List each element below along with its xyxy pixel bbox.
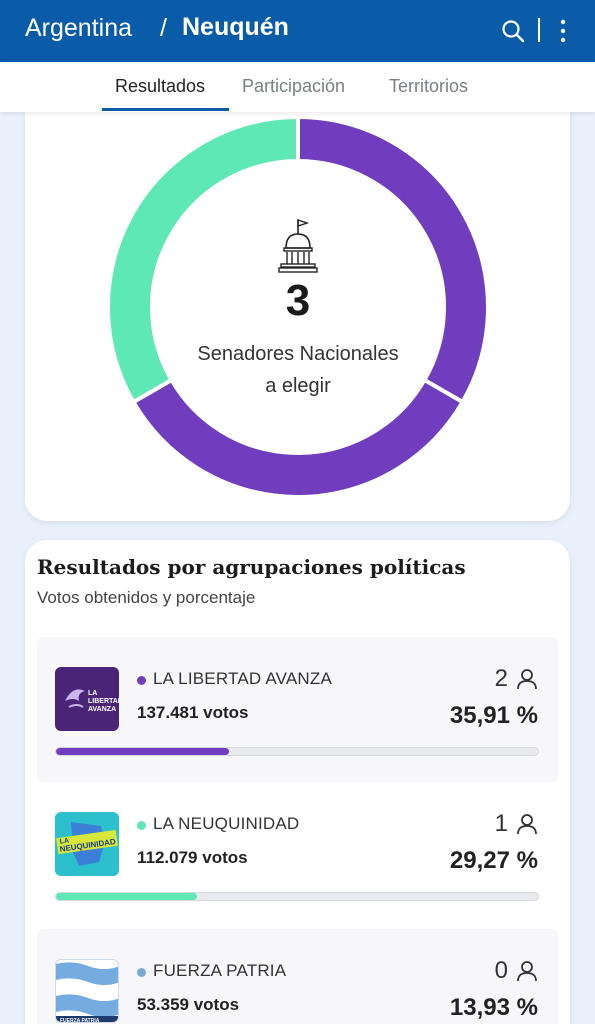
more-options-icon[interactable] <box>556 18 570 44</box>
svg-text:AVANZA: AVANZA <box>88 706 116 713</box>
party-votes: 137.481 votos <box>137 703 249 722</box>
svg-text:LIBERTAD: LIBERTAD <box>88 698 119 705</box>
party-seats: 2 <box>494 665 508 692</box>
party-color-dot <box>137 821 146 830</box>
party-color-dot <box>137 676 146 685</box>
vote-share-bar <box>55 747 539 756</box>
svg-text:LA: LA <box>88 690 97 697</box>
tab-participacion[interactable]: Participación <box>242 76 346 96</box>
breadcrumb-separator: / <box>160 14 167 42</box>
party-row-la-neuquinidad[interactable]: LA NEUQUINIDAD LA NEUQUINIDAD 112.079 vo… <box>37 782 558 927</box>
svg-text:FUERZA PATRIA: FUERZA PATRIA <box>60 1018 100 1023</box>
person-icon <box>517 961 537 982</box>
seats-label-line1: Senadores Nacionales <box>197 343 399 365</box>
vote-share-fill <box>56 748 230 755</box>
party-row-la-libertad-avanza[interactable]: LA LIBERTAD AVANZA LA LIBERTAD AVANZA 13… <box>37 637 558 782</box>
tab-resultados[interactable]: Resultados <box>115 76 206 96</box>
donut-segment-2 <box>106 114 300 405</box>
donut-center: 3 Senadores Nacionales a elegir <box>105 114 491 500</box>
breadcrumb-province: Neuquén <box>182 13 289 41</box>
app-header: Argentina / Neuquén <box>0 0 595 62</box>
svg-text:LA: LA <box>59 838 69 846</box>
party-name: LA NEUQUINIDAD <box>153 814 300 833</box>
seats-summary-card: 3 Senadores Nacionales a elegir <box>25 80 570 521</box>
party-row-fuerza-patria[interactable]: FUERZA PATRIA FUERZA PATRIA 53.359 votos… <box>37 929 558 1024</box>
party-logo-la-libertad-avanza: LA LIBERTAD AVANZA <box>55 667 119 731</box>
party-name: FUERZA PATRIA <box>153 961 287 980</box>
person-icon <box>517 814 537 835</box>
party-percentage: 29,27 % <box>449 847 538 874</box>
vote-share-fill <box>56 893 198 900</box>
party-votes: 53.359 votos <box>137 995 240 1014</box>
tab-territorios[interactable]: Territorios <box>389 76 469 96</box>
party-logo-la-neuquinidad: LA NEUQUINIDAD <box>55 812 119 876</box>
results-subtitle: Votos obtenidos y porcentaje <box>37 588 256 607</box>
party-percentage: 13,93 % <box>449 994 538 1021</box>
seats-donut-chart <box>106 114 490 499</box>
results-title: Resultados por agrupaciones políticas <box>37 555 466 579</box>
capitol-icon <box>278 219 318 273</box>
party-percentage: 35,91 % <box>449 702 538 729</box>
party-logo-fuerza-patria: FUERZA PATRIA <box>55 959 119 1023</box>
tab-bar: Resultados Participación Territorios <box>0 62 595 112</box>
header-divider <box>538 18 540 42</box>
breadcrumb-country[interactable]: Argentina <box>25 14 133 42</box>
vote-share-bar <box>55 892 539 901</box>
seats-to-elect-number: 3 <box>285 276 311 325</box>
party-votes: 112.079 votos <box>137 848 248 867</box>
search-icon[interactable] <box>501 19 525 43</box>
party-name: LA LIBERTAD AVANZA <box>153 669 333 688</box>
party-seats: 0 <box>494 957 508 984</box>
seats-to-elect-label: Senadores Nacionales a elegir <box>148 338 448 402</box>
person-icon <box>517 669 537 690</box>
party-results-card: Resultados por agrupaciones políticas Vo… <box>25 540 570 1024</box>
party-color-dot <box>137 968 146 977</box>
active-tab-indicator <box>102 108 229 111</box>
seats-label-line2: a elegir <box>265 375 331 397</box>
party-seats: 1 <box>494 810 508 837</box>
